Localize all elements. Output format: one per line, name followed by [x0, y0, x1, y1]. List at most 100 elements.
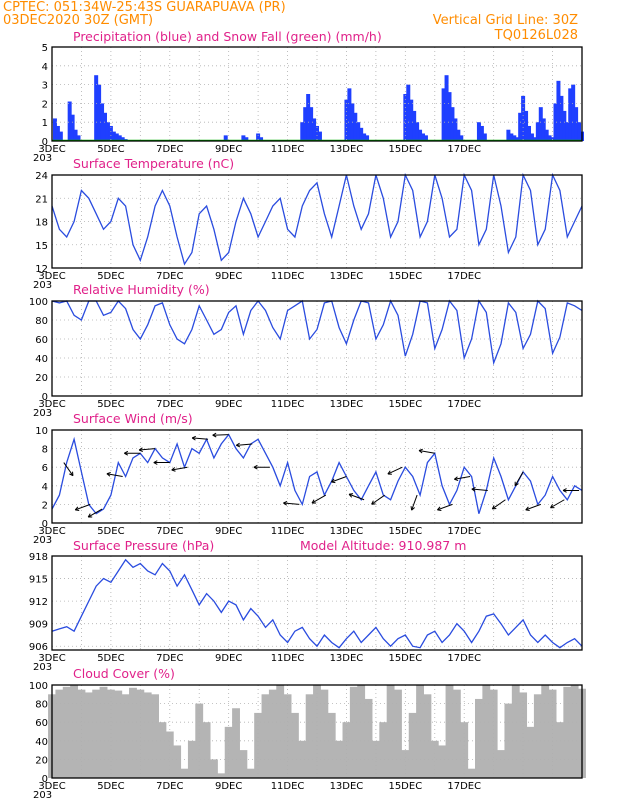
- cloud-bar: [298, 740, 307, 778]
- x-tick-label: 9DEC: [215, 781, 242, 792]
- wind-arrowhead: [437, 506, 442, 511]
- y-tick-label: 0: [42, 519, 48, 530]
- header-grid-line: Vertical Grid Line: 30Z: [432, 13, 578, 28]
- wind-arrow: [63, 462, 74, 476]
- precip-bar: [423, 135, 428, 141]
- precip-bar: [538, 107, 543, 141]
- x-tick-label: 7DEC: [156, 653, 183, 664]
- x-tick-label: 5DEC: [97, 271, 124, 282]
- cloud-bar: [423, 694, 432, 778]
- wind-arrow: [75, 503, 91, 511]
- precip-bar: [553, 103, 558, 141]
- wind-arrow: [437, 503, 453, 511]
- wind-arrow: [106, 473, 123, 477]
- wind-arrow: [371, 494, 386, 505]
- y-tick-label: 3: [42, 81, 48, 92]
- x-tick-label: 15DEC: [388, 526, 422, 537]
- y-tick-label: 915: [29, 575, 48, 586]
- precip-bar: [524, 110, 529, 141]
- y-tick-label: 8: [42, 445, 48, 456]
- precip-bar: [303, 107, 308, 141]
- cloud-bar: [541, 685, 550, 778]
- cloud-bar: [210, 759, 218, 778]
- precip-bar: [559, 95, 564, 141]
- wind-arrow: [331, 476, 347, 483]
- x-tick-label: 15DEC: [388, 653, 422, 664]
- precip-bar: [100, 103, 105, 141]
- wind-arrow: [411, 494, 418, 511]
- y-tick-label: 4: [42, 62, 48, 73]
- cloud-bar: [416, 685, 424, 778]
- panel-title: Surface Wind (m/s): [73, 411, 193, 426]
- panel-precip: 0 1 2 3 4 5 3DEC 5DEC 7DEC 9DEC 11DEC 13DEC 15DEC 17D…: [33, 29, 584, 164]
- cloud-bar: [158, 722, 167, 778]
- x-tick-label: 11DEC: [271, 144, 305, 155]
- precip-bar: [444, 75, 449, 141]
- y-tick-label: 100: [29, 681, 48, 692]
- wind-arrowhead: [253, 464, 258, 470]
- wind-arrowhead: [153, 460, 158, 465]
- cloud-bar: [394, 689, 402, 778]
- precip-bar: [453, 118, 458, 141]
- x-tick-label: 5DEC: [97, 399, 124, 410]
- header-model-id: TQ0126L028: [494, 28, 578, 43]
- y-tick-label: 4: [42, 482, 48, 493]
- panel-title: Surface Pressure (hPa): [73, 538, 214, 553]
- x-tick-label: 15DEC: [388, 781, 422, 792]
- x-tick-label: 13DEC: [330, 653, 364, 664]
- precip-bar: [556, 80, 561, 141]
- x-tick-label: 7DEC: [156, 271, 183, 282]
- precip-bar: [518, 112, 523, 141]
- precip-bar: [94, 75, 99, 141]
- x-tick-label: 13DEC: [330, 781, 364, 792]
- cloud-bar: [357, 685, 366, 778]
- precip-bar: [412, 110, 417, 141]
- cloud-bar: [55, 689, 64, 778]
- wind-arrowhead: [74, 506, 80, 511]
- wind-arrow: [283, 502, 300, 505]
- x-tick-label: 5DEC: [97, 653, 124, 664]
- precip-bar: [365, 135, 370, 141]
- wind-arrow: [454, 476, 471, 480]
- cloud-bar: [151, 694, 159, 778]
- x-tick-label: 17DEC: [447, 526, 481, 537]
- y-tick-label: 60: [35, 335, 48, 346]
- x-tick-label: 9DEC: [215, 271, 242, 282]
- wind-arrowhead: [454, 476, 459, 482]
- wind-arrow: [348, 493, 365, 501]
- cloud-bar: [438, 745, 447, 778]
- y-tick-label: 18: [35, 218, 48, 229]
- cloud-bar: [202, 722, 211, 778]
- precip-bar: [120, 137, 125, 141]
- x-tick-label: 5DEC: [97, 781, 124, 792]
- precip-bar: [547, 135, 552, 141]
- precip-bar: [300, 122, 305, 141]
- y-tick-label: 906: [29, 642, 48, 653]
- y-tick-label: 912: [29, 597, 48, 608]
- panel-pres: 906 909 912 915 918 3DEC 5DEC 7DEC 9DEC 11DEC 13DE…: [29, 538, 583, 673]
- precip-bar: [506, 129, 511, 141]
- y-tick-label: 909: [29, 620, 48, 631]
- y-tick-label: 2: [42, 99, 48, 110]
- wind-arrowhead: [212, 432, 217, 438]
- cloud-bar: [239, 750, 248, 778]
- panel-title: Cloud Cover (%): [73, 666, 175, 681]
- precip-bar: [353, 112, 358, 141]
- cloud-bar: [70, 685, 79, 778]
- rh-line: [51, 299, 583, 366]
- cloud-bar: [62, 686, 71, 778]
- x-tick-label: 11DEC: [271, 653, 305, 664]
- y-tick-label: 0: [42, 137, 48, 148]
- cloud-bar: [342, 722, 351, 778]
- precip-bar: [73, 129, 78, 141]
- pres-line: [51, 558, 583, 649]
- precip-bar: [223, 135, 228, 141]
- precip-bar: [459, 135, 464, 141]
- y-tick-label: 100: [29, 297, 48, 308]
- precip-bar: [541, 118, 546, 141]
- y-tick-label: 40: [35, 737, 48, 748]
- corner-label: 203: [33, 153, 52, 164]
- precip-bar: [403, 94, 408, 141]
- x-tick-label: 9DEC: [215, 399, 242, 410]
- panel-frame: [51, 174, 583, 269]
